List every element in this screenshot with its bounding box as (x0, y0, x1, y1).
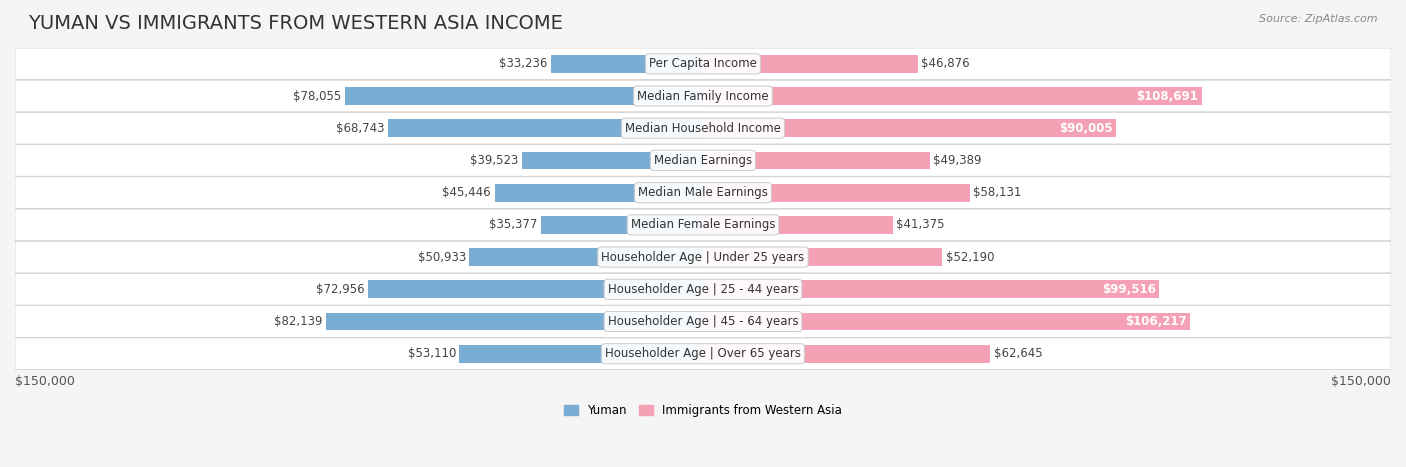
Bar (551, 55, 703, 73)
Text: $72,956: $72,956 (316, 283, 366, 296)
Text: $50,933: $50,933 (418, 251, 465, 263)
Text: $82,139: $82,139 (274, 315, 323, 328)
Text: Median Female Earnings: Median Female Earnings (631, 219, 775, 231)
Text: $45,446: $45,446 (443, 186, 491, 199)
Text: $35,377: $35,377 (489, 219, 537, 231)
Bar (703, 312, 1191, 330)
FancyBboxPatch shape (15, 306, 1391, 337)
Text: YUMAN VS IMMIGRANTS FROM WESTERN ASIA INCOME: YUMAN VS IMMIGRANTS FROM WESTERN ASIA IN… (28, 14, 562, 33)
Text: Median Household Income: Median Household Income (626, 122, 780, 134)
Text: $53,110: $53,110 (408, 347, 456, 360)
Text: $106,217: $106,217 (1125, 315, 1187, 328)
FancyBboxPatch shape (15, 80, 1391, 112)
Bar (326, 312, 703, 330)
Bar (703, 248, 942, 266)
Bar (703, 184, 970, 201)
Text: $39,523: $39,523 (470, 154, 519, 167)
Text: $58,131: $58,131 (973, 186, 1021, 199)
Text: Householder Age | Over 65 years: Householder Age | Over 65 years (605, 347, 801, 360)
Text: $90,005: $90,005 (1059, 122, 1112, 134)
Legend: Yuman, Immigrants from Western Asia: Yuman, Immigrants from Western Asia (560, 399, 846, 422)
Bar (460, 345, 703, 362)
Bar (541, 216, 703, 234)
Text: $41,375: $41,375 (896, 219, 945, 231)
FancyBboxPatch shape (15, 274, 1391, 305)
Bar (703, 87, 1202, 105)
Bar (703, 120, 1116, 137)
FancyBboxPatch shape (15, 209, 1391, 241)
Text: Householder Age | 45 - 64 years: Householder Age | 45 - 64 years (607, 315, 799, 328)
Text: $52,190: $52,190 (946, 251, 994, 263)
Bar (368, 281, 703, 298)
Text: $108,691: $108,691 (1136, 90, 1198, 103)
Bar (703, 216, 893, 234)
Text: Source: ZipAtlas.com: Source: ZipAtlas.com (1260, 14, 1378, 24)
Text: $68,743: $68,743 (336, 122, 384, 134)
Text: Householder Age | 25 - 44 years: Householder Age | 25 - 44 years (607, 283, 799, 296)
Text: Per Capita Income: Per Capita Income (650, 57, 756, 71)
FancyBboxPatch shape (15, 113, 1391, 144)
Text: Median Male Earnings: Median Male Earnings (638, 186, 768, 199)
FancyBboxPatch shape (15, 145, 1391, 176)
Bar (470, 248, 703, 266)
Text: $150,000: $150,000 (15, 375, 75, 388)
Text: $49,389: $49,389 (934, 154, 981, 167)
FancyBboxPatch shape (15, 241, 1391, 273)
Text: $150,000: $150,000 (1331, 375, 1391, 388)
FancyBboxPatch shape (15, 177, 1391, 208)
Text: Median Earnings: Median Earnings (654, 154, 752, 167)
Text: Householder Age | Under 25 years: Householder Age | Under 25 years (602, 251, 804, 263)
Bar (703, 55, 918, 73)
Text: $62,645: $62,645 (994, 347, 1042, 360)
Bar (703, 281, 1160, 298)
Text: Median Family Income: Median Family Income (637, 90, 769, 103)
Bar (495, 184, 703, 201)
Text: $33,236: $33,236 (499, 57, 547, 71)
Text: $99,516: $99,516 (1102, 283, 1156, 296)
Bar (703, 152, 929, 170)
Bar (344, 87, 703, 105)
Text: $78,055: $78,055 (294, 90, 342, 103)
Bar (522, 152, 703, 170)
FancyBboxPatch shape (15, 48, 1391, 79)
Bar (703, 345, 990, 362)
FancyBboxPatch shape (15, 338, 1391, 369)
Bar (388, 120, 703, 137)
Text: $46,876: $46,876 (921, 57, 970, 71)
